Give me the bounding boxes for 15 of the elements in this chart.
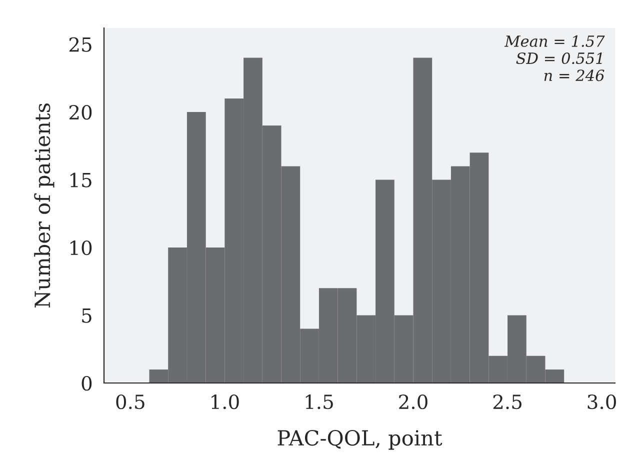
y-tick-label: 0 — [82, 376, 92, 391]
y-tick-label: 15 — [70, 172, 92, 188]
x-tick-label: 1.5 — [306, 394, 333, 410]
x-axis-title: PAC-QOL, point — [278, 430, 442, 450]
x-tick-label: 0.5 — [116, 394, 144, 410]
x-tick-label: 1.0 — [212, 394, 239, 410]
y-tick-label: 20 — [69, 104, 92, 120]
y-tick-label: 25 — [69, 37, 92, 52]
y-tick-label: 10 — [70, 240, 92, 256]
y-tick-label: 5 — [82, 308, 92, 323]
x-tick-label: 2.0 — [399, 394, 428, 410]
y-axis-title: Number of patients — [34, 104, 54, 308]
annotation: Mean = 1.57 SD = 0.551 n = 246 — [504, 35, 605, 82]
x-tick-label: 2.5 — [493, 394, 522, 410]
x-tick-label: 3.0 — [588, 394, 616, 410]
